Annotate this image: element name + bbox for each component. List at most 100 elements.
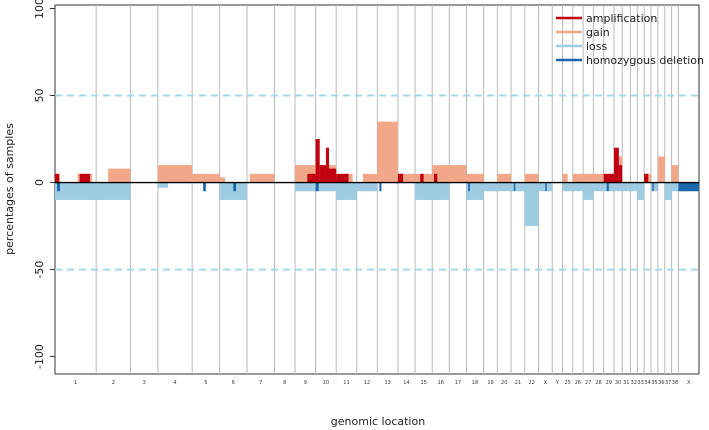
loss-bar <box>497 182 512 192</box>
x-axis-title: genomic location <box>331 415 425 428</box>
loss-bar <box>562 182 573 192</box>
gain-bar <box>657 156 665 183</box>
gain-bar <box>108 168 131 183</box>
y-tick-label: 50 <box>33 89 46 103</box>
loss-bar <box>630 182 638 192</box>
chromosome-label: 30 <box>615 380 621 386</box>
amplification-bar <box>420 173 424 183</box>
homozygous-deletion-bar <box>233 182 237 192</box>
loss-bar <box>511 182 525 192</box>
homozygous-deletion-bar <box>379 182 382 192</box>
gain-bar <box>397 173 416 183</box>
cnv-bars <box>55 121 699 227</box>
homozygous-deletion-bar <box>545 182 547 192</box>
loss-bar <box>583 182 594 200</box>
chromosome-label: 38 <box>672 380 678 386</box>
legend-label-homozygous-deletion: homozygous deletion <box>586 54 704 67</box>
gain-bar <box>249 173 275 183</box>
chromosome-label: 1 <box>74 380 77 386</box>
gain-bar <box>562 173 568 183</box>
amplification-bar <box>307 173 316 183</box>
loss-bar <box>637 182 645 200</box>
chromosome-label: 32 <box>631 380 637 386</box>
loss-bar <box>622 182 631 192</box>
loss-bar <box>415 182 433 200</box>
gain-bar <box>362 173 378 183</box>
homozygous-deletion-bar <box>652 182 654 192</box>
chromosome-label: 8 <box>283 380 286 386</box>
chromosome-label: X <box>544 380 548 386</box>
loss-bar <box>613 182 623 192</box>
chromosome-label: 20 <box>501 380 507 386</box>
loss-bar <box>671 182 679 192</box>
legend-label-gain: gain <box>586 26 610 39</box>
loss-bar <box>336 182 357 200</box>
loss-bar <box>432 182 450 200</box>
chromosome-label: 26 <box>575 380 581 386</box>
amplification-bar <box>55 173 60 183</box>
chromosome-label: 29 <box>606 380 612 386</box>
loss-bar <box>295 182 316 192</box>
chromosome-label: 10 <box>323 380 329 386</box>
homozygous-deletion-bar <box>203 182 206 192</box>
amplification-bar <box>336 173 349 183</box>
amplification-bar <box>603 173 614 183</box>
chromosome-label: 4 <box>173 380 176 386</box>
homozygous-deletion-bar <box>678 182 699 192</box>
chromosome-label: 22 <box>528 380 534 386</box>
amplification-bar <box>613 147 619 183</box>
chromosome-label: 28 <box>595 380 601 386</box>
amplification-bar <box>315 139 320 183</box>
loss-bar <box>55 182 97 200</box>
y-tick-label: 100 <box>33 0 46 19</box>
loss-bar <box>466 182 484 200</box>
y-tick-label: 0 <box>33 179 46 186</box>
chromosome-label: 31 <box>623 380 629 386</box>
chromosome-label: 35 <box>651 380 657 386</box>
loss-bar <box>524 182 539 227</box>
chromosome-label: 25 <box>564 380 570 386</box>
gain-bar <box>449 165 467 183</box>
gain-bar <box>583 173 594 183</box>
chromosome-label: 16 <box>438 380 444 386</box>
amplification-bar <box>644 173 649 183</box>
chromosome-label: 21 <box>515 380 521 386</box>
homozygous-deletion-bar <box>315 182 319 192</box>
amplification-bar <box>397 173 404 183</box>
loss-bar <box>157 182 169 188</box>
chromosome-label: 27 <box>585 380 591 386</box>
gain-bar <box>593 173 604 183</box>
chromosome-label: Y <box>555 380 560 386</box>
chromosome-label: 2 <box>112 380 115 386</box>
amplification-bar <box>433 173 438 183</box>
loss-bar <box>96 182 131 200</box>
amplification-bar <box>325 147 329 183</box>
chromosome-label: X <box>687 380 691 386</box>
loss-bar <box>650 182 658 192</box>
chromosome-label: 18 <box>472 380 478 386</box>
chromosome-label: 36 <box>658 380 664 386</box>
amplification-bar <box>319 165 326 183</box>
gain-bar <box>671 165 679 183</box>
y-axis: 100 50 0 -50 -100 <box>33 0 55 369</box>
chromosome-label: 6 <box>232 380 235 386</box>
gain-bar <box>572 173 584 183</box>
chromosome-label: 12 <box>364 380 370 386</box>
amplification-bar <box>618 165 623 183</box>
gain-bar <box>157 165 193 183</box>
gain-bar <box>377 121 398 183</box>
chromosome-label: 15 <box>420 380 426 386</box>
chromosome-label: 11 <box>343 380 349 386</box>
y-axis-title: percentages of samples <box>3 123 16 255</box>
chromosome-label: 33 <box>638 380 644 386</box>
chromosome-label: 19 <box>487 380 493 386</box>
gain-bar <box>219 177 226 183</box>
loss-bar <box>593 182 604 192</box>
amplification-bar <box>328 168 337 183</box>
chromosome-label: 5 <box>204 380 207 386</box>
gain-bar <box>466 173 484 183</box>
y-tick-label: -50 <box>33 261 46 279</box>
homozygous-deletion-bar <box>468 182 470 192</box>
homozygous-deletion-bar <box>57 182 60 192</box>
chromosome-label: 9 <box>304 380 307 386</box>
